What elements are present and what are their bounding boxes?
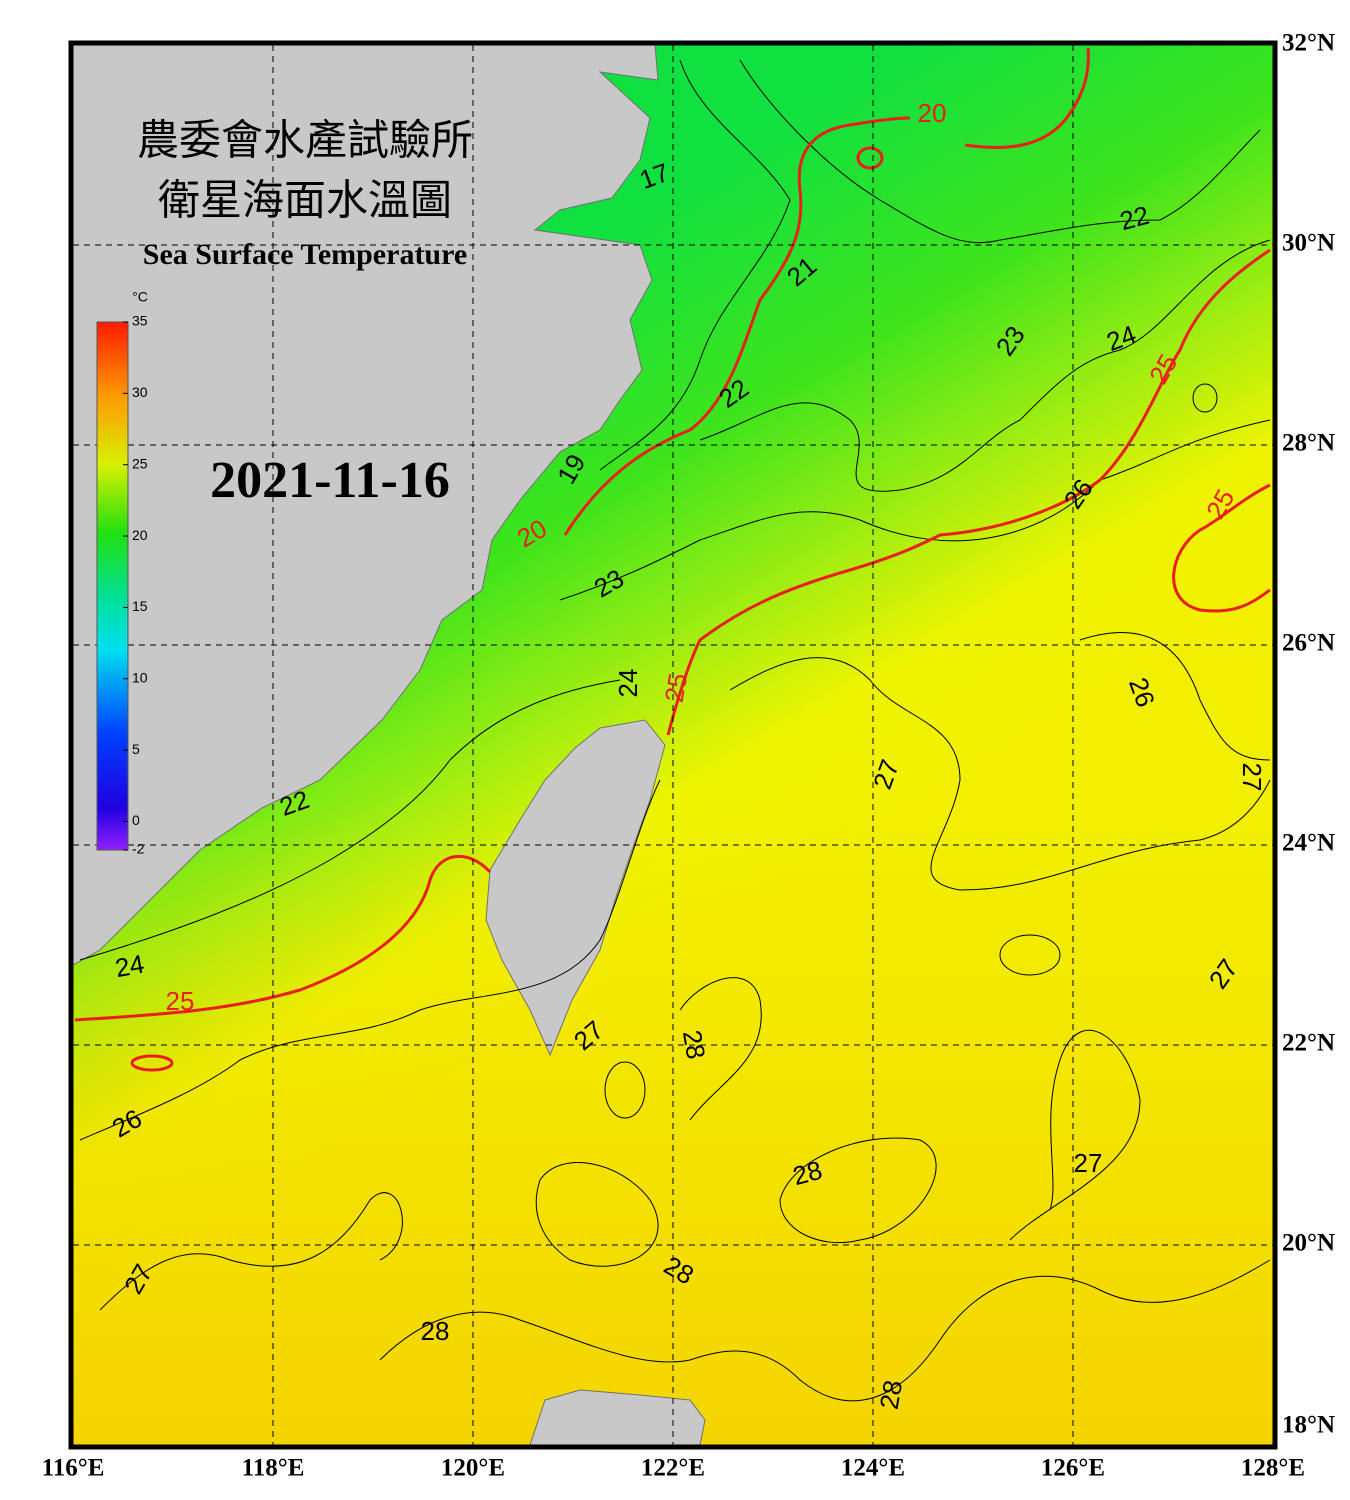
contour-line (535, 1162, 659, 1267)
contour-label: 25 (659, 671, 694, 705)
lat-tick-label: 22°N (1282, 1030, 1335, 1057)
contour-line (379, 1259, 1271, 1402)
lon-tick-label: 126°E (1041, 1455, 1105, 1482)
contour-line (1192, 383, 1218, 413)
title-line1: 農委會水產試驗所 (137, 118, 473, 165)
contour-line (1009, 1029, 1141, 1241)
contour-line (559, 419, 1271, 601)
grid (73, 45, 1273, 1445)
land-china (72, 44, 659, 966)
colorbar-tick-label: 25 (132, 455, 148, 471)
axes: 116°E 118°E 120°E 122°E 124°E 126°E 128°E 32°N 3… (42, 30, 1335, 1482)
contour-label: 28 (677, 1028, 712, 1062)
colorbar-tick-label: 10 (132, 669, 148, 685)
colorbar-tick-label: 20 (132, 527, 148, 543)
lat-tick-label: 18°N (1282, 1412, 1335, 1439)
colorbar-tick-label: 5 (132, 741, 140, 757)
colorbar-unit: °C (132, 289, 148, 305)
contour-line (779, 1137, 937, 1244)
contour-label: 27 (1237, 763, 1267, 792)
contour-label: 28 (874, 1378, 909, 1412)
colorbar-tick-label: 0 (132, 812, 140, 828)
lon-tick-label: 120°E (441, 1455, 505, 1482)
date: 2021-11-16 (210, 452, 450, 509)
title-line2: 衛星海面水溫圖 (158, 179, 452, 225)
contour-line (599, 59, 791, 471)
contours (74, 47, 1271, 1402)
contour-line-20 (964, 47, 1090, 149)
map-frame (68, 40, 1278, 1450)
lon-tick-label: 116°E (42, 1455, 105, 1482)
lon-tick-label: 128°E (1241, 1455, 1305, 1482)
contour-line (729, 657, 1271, 891)
contour-line (1079, 632, 1271, 761)
subtitle: Sea Surface Temperature (143, 238, 467, 271)
contour-line (79, 679, 621, 961)
contour-line (99, 1192, 403, 1311)
contour-line (679, 977, 762, 1121)
contour-label: 20 (918, 98, 947, 128)
lat-tick-label: 30°N (1282, 230, 1335, 257)
lon-tick-label: 122°E (641, 1455, 705, 1482)
lat-tick-label: 20°N (1282, 1230, 1335, 1257)
contour-line-25 (666, 248, 1271, 736)
colorbar-tick-label: 30 (132, 384, 148, 400)
contour-label: 24 (613, 669, 643, 698)
land-taiwan (485, 719, 666, 1057)
lon-tick-label: 124°E (841, 1455, 905, 1482)
contour-line (79, 779, 661, 1141)
contour-line-25 (1172, 483, 1271, 613)
lon-tick-label: 118°E (242, 1455, 305, 1482)
contour-label: 28 (421, 1316, 450, 1346)
contour-label: 27 (1074, 1148, 1103, 1178)
contour-line-25 (74, 855, 492, 1022)
colorbar-tick-label: 15 (132, 598, 148, 614)
contour-line (699, 239, 1271, 492)
land-luzon (529, 1389, 706, 1446)
contour-line (739, 59, 1261, 244)
contour-line (999, 934, 1061, 976)
lat-tick-label: 26°N (1282, 630, 1335, 657)
contour-line (604, 1061, 646, 1119)
lat-tick-label: 28°N (1282, 430, 1335, 457)
contour-line-25 (130, 1054, 174, 1072)
colorbar (96, 321, 129, 851)
contour-label: 25 (166, 986, 195, 1016)
lat-tick-label: 24°N (1282, 830, 1335, 857)
colorbar-tick-label: 35 (132, 313, 148, 329)
contour-line-20 (563, 116, 911, 536)
contour-label: 24 (113, 949, 147, 984)
lat-tick-label: 32°N (1282, 30, 1335, 57)
contour-line-20 (856, 146, 884, 170)
colorbar-tick-label: -2 (132, 841, 145, 857)
